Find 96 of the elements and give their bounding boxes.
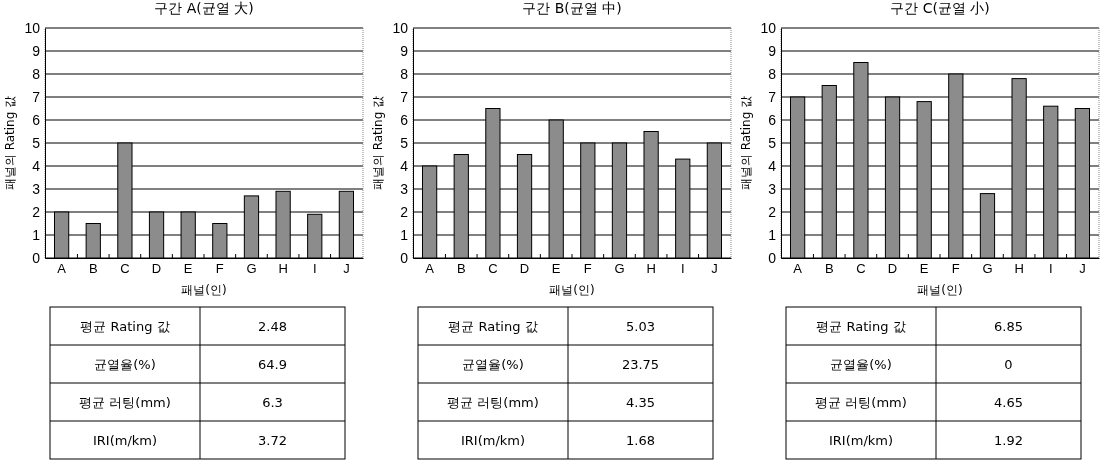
x-tick-label: H <box>278 261 288 277</box>
x-tick-label: F <box>951 261 960 277</box>
y-tick-label: 4 <box>768 157 777 174</box>
y-tick-label: 9 <box>768 42 777 59</box>
y-tick-label: 5 <box>768 134 777 151</box>
text: 0 <box>1004 356 1013 372</box>
x-axis-title: 패널(인) <box>917 283 963 297</box>
y-tick-label: 8 <box>400 65 409 82</box>
text: 평균 Rating 값 <box>816 318 906 334</box>
x-tick-label: B <box>88 261 98 277</box>
x-tick-label: D <box>887 261 898 277</box>
y-tick-label: 8 <box>32 65 41 82</box>
text: 균열율(%) <box>94 356 156 372</box>
text: 1.68 <box>626 432 655 448</box>
y-tick-label: 5 <box>400 134 409 151</box>
text: 64.9 <box>258 356 287 372</box>
text: 1.92 <box>994 432 1023 448</box>
text: 평균 Rating 값 <box>448 318 538 334</box>
text: 균열율(%) <box>830 356 892 372</box>
x-tick-label: J <box>343 261 350 277</box>
x-tick-label: B <box>456 261 466 277</box>
y-tick-label: 4 <box>400 157 409 174</box>
text: 균열율(%) <box>462 356 524 372</box>
x-tick-label: I <box>1048 261 1053 277</box>
text: 평균 러팅(mm) <box>815 394 907 410</box>
y-tick-label: 1 <box>400 226 409 243</box>
y-tick-label: 6 <box>400 111 409 128</box>
y-tick-label: 0 <box>400 249 409 266</box>
x-tick-label: D <box>151 261 162 277</box>
y-tick-label: 7 <box>400 88 409 105</box>
text: 23.75 <box>621 356 660 372</box>
y-tick-label: 3 <box>32 180 41 197</box>
y-tick-label: 2 <box>768 203 777 220</box>
x-axis-title: 패널(인) <box>181 283 227 297</box>
text: 평균 러팅(mm) <box>447 394 539 410</box>
x-tick-label: G <box>982 261 993 277</box>
chart-title: 구간 A(균열 大) <box>154 0 254 16</box>
x-tick-label: F <box>215 261 224 277</box>
text: 2.48 <box>258 318 287 334</box>
x-tick-label: C <box>488 261 498 277</box>
y-tick-label: 10 <box>392 19 409 36</box>
y-tick-label: 0 <box>32 249 41 266</box>
y-tick-label: 3 <box>400 180 409 197</box>
x-tick-label: A <box>793 261 803 277</box>
x-tick-label: C <box>856 261 866 277</box>
y-tick-label: 6 <box>32 111 41 128</box>
x-tick-label: F <box>583 261 592 277</box>
y-tick-label: 2 <box>32 203 41 220</box>
text: 6.85 <box>994 318 1023 334</box>
text: 평균 Rating 값 <box>80 318 170 334</box>
x-tick-label: H <box>1014 261 1024 277</box>
y-tick-label: 9 <box>400 42 409 59</box>
y-tick-label: 7 <box>32 88 41 105</box>
y-tick-label: 5 <box>32 134 41 151</box>
x-tick-label: D <box>519 261 530 277</box>
y-tick-label: 2 <box>400 203 409 220</box>
x-tick-label: B <box>824 261 834 277</box>
x-tick-label: E <box>551 261 561 277</box>
y-axis-title: 패널의 Rating 값 <box>3 95 17 191</box>
x-tick-label: A <box>57 261 67 277</box>
x-tick-label: C <box>120 261 130 277</box>
y-tick-label: 6 <box>768 111 777 128</box>
x-tick-label: J <box>1079 261 1086 277</box>
x-tick-label: G <box>246 261 257 277</box>
y-tick-label: 10 <box>24 19 41 36</box>
y-axis-title: 패널의 Rating 값 <box>371 95 385 191</box>
text: IRI(m/km) <box>92 432 158 448</box>
chart-title: 구간 B(균열 中) <box>522 0 622 16</box>
y-tick-label: 1 <box>768 226 777 243</box>
chart-title: 구간 C(균열 小) <box>890 0 990 16</box>
x-tick-label: I <box>680 261 685 277</box>
text: IRI(m/km) <box>460 432 526 448</box>
text: 6.3 <box>262 394 283 410</box>
y-tick-label: 7 <box>768 88 777 105</box>
y-tick-label: 9 <box>32 42 41 59</box>
x-tick-label: E <box>919 261 929 277</box>
text: IRI(m/km) <box>828 432 894 448</box>
x-axis-title: 패널(인) <box>549 283 595 297</box>
text: 평균 러팅(mm) <box>79 394 171 410</box>
x-tick-label: J <box>711 261 718 277</box>
text: 3.72 <box>258 432 287 448</box>
x-tick-label: H <box>646 261 656 277</box>
text: 4.35 <box>626 394 655 410</box>
y-tick-label: 1 <box>32 226 41 243</box>
y-tick-label: 0 <box>768 249 777 266</box>
y-axis-title: 패널의 Rating 값 <box>739 95 753 191</box>
y-tick-label: 4 <box>32 157 41 174</box>
x-tick-label: E <box>183 261 193 277</box>
x-tick-label: G <box>614 261 625 277</box>
x-tick-label: I <box>312 261 317 277</box>
x-tick-label: A <box>425 261 435 277</box>
text: 5.03 <box>626 318 655 334</box>
text: 4.65 <box>994 394 1023 410</box>
y-tick-label: 8 <box>768 65 777 82</box>
y-tick-label: 3 <box>768 180 777 197</box>
y-tick-label: 10 <box>760 19 777 36</box>
